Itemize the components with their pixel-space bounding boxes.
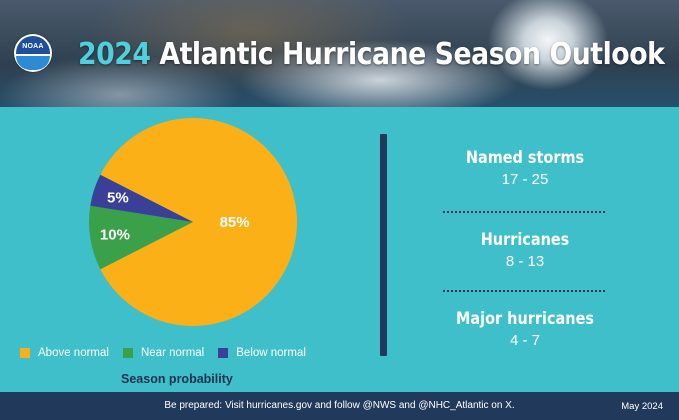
stat-value-hurricanes: 8 - 13 [505,253,545,270]
stat-label-named-storms: Named storms [465,148,585,168]
legend-swatch-below-normal [218,348,229,358]
stat-value-major-hurricanes: 4 - 7 [509,332,540,349]
season-probability-label: Season probability [121,372,233,386]
legend-item-below-normal: Below normal [218,347,306,359]
stat-label-major-hurricanes: Major hurricanes [456,309,594,329]
legend-item-near-normal: Near normal [122,347,205,359]
chart-legend: Above normal Near normal Below normal [20,347,320,359]
pie-chart: 85% 10% 5% [88,118,297,327]
legend-label-above-normal: Above normal [38,347,109,359]
pie-slice-above-normal [100,118,297,327]
legend-item-above-normal: Above normal [20,347,109,359]
noaa-logo-text: NOAA [22,43,44,50]
footer-bar: Be prepared: Visit hurricanes.gov and fo… [0,392,679,420]
legend-label-near-normal: Near normal [140,347,205,359]
title-text: Atlantic Hurricane Season Outlook [159,37,665,72]
stat-separator [443,211,605,213]
header-banner: NOAA 2024 Atlantic Hurricane Season Outl… [0,0,679,107]
vertical-divider [380,134,387,356]
stat-named-storms: Named storms 17 - 25 [425,148,625,188]
legend-label-below-normal: Below normal [236,347,306,359]
footer-date: May 2024 [621,401,663,412]
noaa-logo: NOAA [14,34,52,72]
pie-label-below-normal: 5% [107,190,129,207]
pie-label-above-normal: 85% [220,214,250,231]
stat-separator [443,290,605,292]
pie-slice-near-normal [88,205,193,270]
footer-message: Be prepared: Visit hurricanes.gov and fo… [164,400,515,411]
stat-label-hurricanes: Hurricanes [480,230,570,250]
title-year: 2024 [78,37,151,72]
stat-major-hurricanes: Major hurricanes 4 - 7 [425,309,625,349]
pie-label-near-normal: 10% [100,226,130,243]
pie-slice-below-normal [90,174,193,222]
legend-swatch-near-normal [122,348,133,358]
stat-hurricanes: Hurricanes 8 - 13 [425,230,625,270]
legend-swatch-above-normal [20,348,30,358]
page-title: 2024 Atlantic Hurricane Season Outlook [78,28,665,82]
stat-value-named-storms: 17 - 25 [501,171,549,188]
